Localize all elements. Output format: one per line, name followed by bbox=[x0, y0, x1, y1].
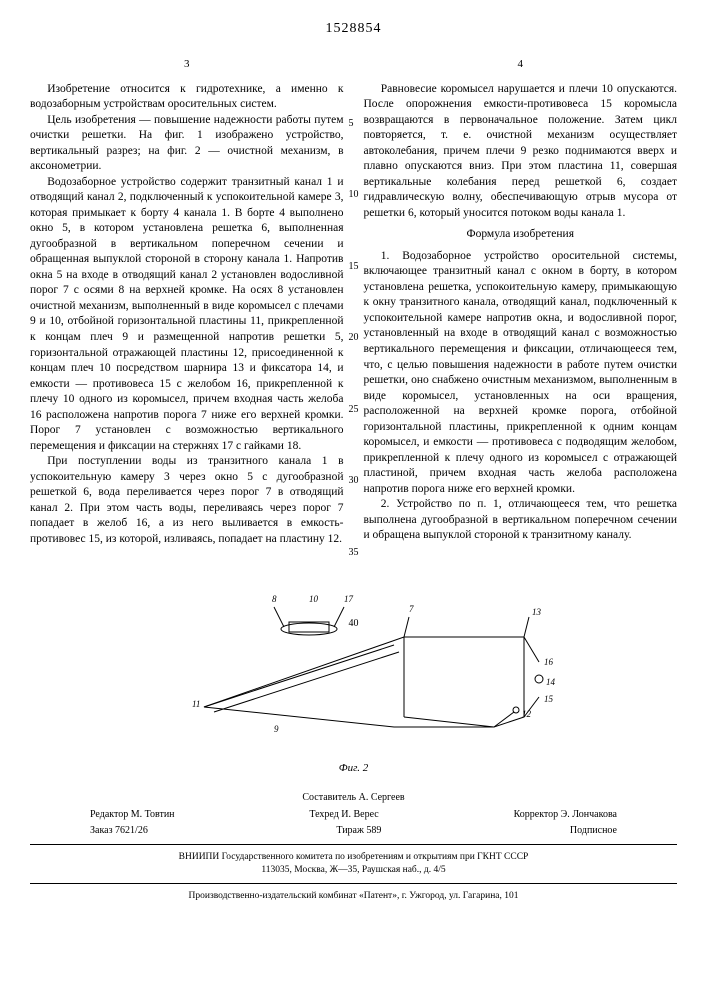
line-num: 40 bbox=[349, 617, 359, 631]
divider bbox=[30, 844, 677, 845]
figure-caption: Фиг. 2 bbox=[30, 761, 677, 776]
text-columns: 5 10 15 20 25 30 35 40 3 Изобретение отн… bbox=[30, 57, 677, 547]
formula-title: Формула изобретения bbox=[364, 227, 678, 243]
fig-label: 13 bbox=[532, 607, 542, 617]
line-num: 35 bbox=[349, 546, 359, 560]
line-num: 10 bbox=[349, 188, 359, 202]
footer-line: 113035, Москва, Ж—35, Раушская наб., д. … bbox=[30, 864, 677, 877]
fig-label: 10 bbox=[309, 594, 319, 604]
line-num: 20 bbox=[349, 331, 359, 345]
fig-label: 15 bbox=[544, 694, 554, 704]
paragraph: Равновесие коромысел нарушается и плечи … bbox=[364, 82, 678, 222]
subscription: Подписное bbox=[570, 824, 617, 838]
fig-label: 7 bbox=[409, 604, 414, 614]
line-num: 25 bbox=[349, 403, 359, 417]
paragraph: Изобретение относится к гидротехнике, а … bbox=[30, 82, 344, 113]
paragraph: При поступлении воды из транзитного кана… bbox=[30, 454, 344, 547]
line-num: 30 bbox=[349, 474, 359, 488]
fig-label: 8 bbox=[272, 594, 277, 604]
left-column: 3 Изобретение относится к гидротехнике, … bbox=[30, 57, 344, 547]
line-num: 5 bbox=[349, 117, 359, 131]
line-num: 15 bbox=[349, 260, 359, 274]
fig-label: 11 bbox=[192, 699, 200, 709]
page-number-right: 4 bbox=[364, 57, 678, 72]
credits-row-2: Заказ 7621/26 Тираж 589 Подписное bbox=[90, 824, 617, 838]
footer-line: Производственно-издательский комбинат «П… bbox=[30, 890, 677, 903]
line-numbers: 5 10 15 20 25 30 35 40 bbox=[349, 57, 359, 631]
tirage: Тираж 589 bbox=[336, 824, 381, 838]
divider bbox=[30, 883, 677, 884]
document-number: 1528854 bbox=[30, 20, 677, 39]
right-column: 4 Равновесие коромысел нарушается и плеч… bbox=[364, 57, 678, 547]
footer-line: ВНИИПИ Государственного комитета по изоб… bbox=[30, 851, 677, 864]
footer: ВНИИПИ Государственного комитета по изоб… bbox=[30, 851, 677, 904]
fig-label: 14 bbox=[546, 677, 556, 687]
claim: 1. Водозаборное устройство оросительной … bbox=[364, 249, 678, 497]
editor-credit: Редактор М. Товтин bbox=[90, 808, 175, 822]
paragraph: Водозаборное устройство содержит транзит… bbox=[30, 175, 344, 454]
page-number-left: 3 bbox=[30, 57, 344, 72]
paragraph: Цель изобретения — повышение надежности … bbox=[30, 113, 344, 175]
compiler-credit: Составитель А. Сергеев bbox=[30, 791, 677, 805]
fig-label: 9 bbox=[274, 724, 279, 734]
corrector-credit: Корректор Э. Лончакова bbox=[514, 808, 617, 822]
techred-credit: Техред И. Верес bbox=[309, 808, 378, 822]
fig-label: 16 bbox=[544, 657, 554, 667]
order-number: Заказ 7621/26 bbox=[90, 824, 148, 838]
credits-row-1: Редактор М. Товтин Техред И. Верес Корре… bbox=[90, 808, 617, 822]
fig-label: 12 bbox=[522, 709, 532, 719]
claim: 2. Устройство по п. 1, отличающееся тем,… bbox=[364, 497, 678, 544]
